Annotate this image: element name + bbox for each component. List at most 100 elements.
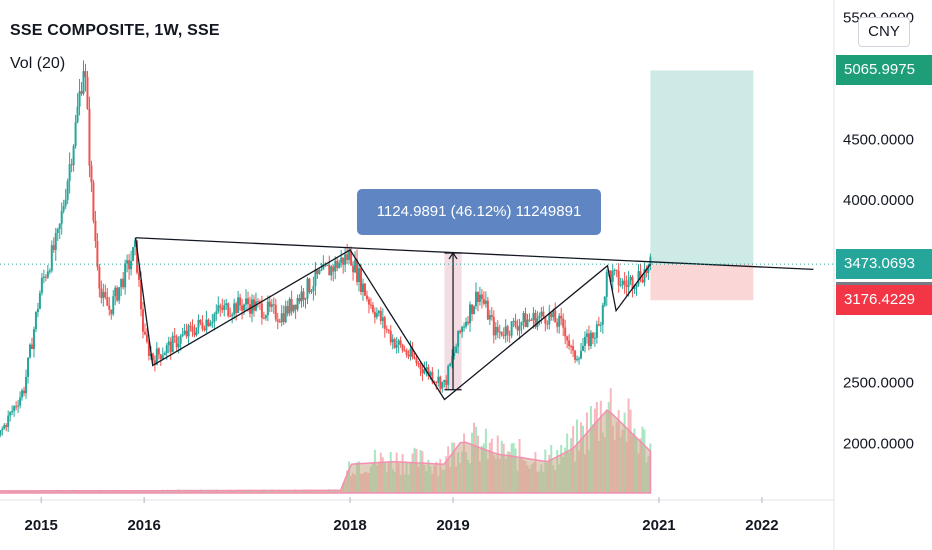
candle-body xyxy=(28,344,31,358)
candle-body xyxy=(270,304,273,307)
candle-body xyxy=(199,319,202,323)
candle-body xyxy=(580,350,583,359)
candle-body xyxy=(197,319,200,328)
candle-body xyxy=(332,266,335,272)
candle-body xyxy=(461,326,464,333)
candle-body xyxy=(3,425,6,429)
candle-body xyxy=(340,257,343,263)
symbol-title[interactable]: SSE COMPOSITE, 1W, SSE xyxy=(10,22,220,39)
candle-body xyxy=(155,348,158,365)
measure-arrow-head xyxy=(448,251,458,260)
candle-body xyxy=(522,313,525,323)
candle-body xyxy=(639,271,642,281)
candle-body xyxy=(274,304,277,320)
candle-body xyxy=(546,323,549,325)
candle-body xyxy=(114,287,117,297)
candle-body xyxy=(371,305,374,312)
candle-body xyxy=(80,91,83,94)
candle-body xyxy=(322,264,325,270)
candle-body xyxy=(74,122,77,147)
candle-body xyxy=(572,346,575,351)
candle-body xyxy=(377,310,380,314)
candles xyxy=(0,60,652,438)
candle-body xyxy=(623,280,626,286)
time-axis[interactable]: 2015 2016 2018 2019 2021 2022 xyxy=(24,497,779,534)
candle-body xyxy=(23,390,26,394)
candle-body xyxy=(381,317,384,321)
candle-body xyxy=(304,298,307,300)
candle-body xyxy=(534,312,537,328)
candle-body xyxy=(645,268,648,273)
candle-body xyxy=(403,350,406,352)
candle-body xyxy=(595,324,598,338)
candle-body xyxy=(282,313,285,323)
candle-body xyxy=(574,350,577,360)
candle-body xyxy=(276,319,279,322)
trend-drawings[interactable] xyxy=(0,237,834,401)
candle-body xyxy=(548,312,551,325)
candle-body xyxy=(516,326,519,331)
candle-body xyxy=(342,257,345,265)
candle-body xyxy=(177,343,180,348)
candle-body xyxy=(314,269,317,287)
candle-body xyxy=(508,334,511,336)
candle-body xyxy=(633,287,636,289)
candle-body xyxy=(367,299,370,305)
candle-body xyxy=(470,304,473,315)
candle-body xyxy=(625,285,628,287)
y-tick-label: 2500.0000 xyxy=(843,374,914,391)
candle-body xyxy=(526,319,529,327)
candle-body xyxy=(120,278,123,288)
candle-body xyxy=(193,332,196,336)
candle-body xyxy=(480,294,483,300)
candle-body xyxy=(429,372,432,376)
candle-body xyxy=(19,397,22,406)
candle-body xyxy=(143,331,146,335)
candle-body xyxy=(171,335,174,353)
candle-body xyxy=(363,283,366,296)
candle-body xyxy=(611,270,614,282)
volume-indicator-label[interactable]: Vol (20) xyxy=(10,55,66,72)
candle-body xyxy=(183,330,186,335)
candle-body xyxy=(62,206,65,211)
candle-body xyxy=(300,291,303,302)
candle-body xyxy=(562,318,565,328)
candle-body xyxy=(294,304,297,310)
candle-body xyxy=(609,270,612,282)
currency-button[interactable]: CNY xyxy=(858,17,910,47)
candle-body xyxy=(389,330,392,343)
candle-body xyxy=(587,333,590,347)
candle-body xyxy=(395,344,398,348)
candle-body xyxy=(70,164,73,166)
candle-body xyxy=(0,430,2,435)
candle-body xyxy=(11,410,14,413)
candle-body xyxy=(369,304,372,306)
candle-body xyxy=(247,298,250,305)
candle-body xyxy=(44,276,47,278)
candle-body xyxy=(235,303,238,314)
candle-body xyxy=(504,326,507,336)
candle-body xyxy=(524,313,527,327)
candle-body xyxy=(165,345,168,354)
candle-body xyxy=(241,305,244,311)
candle-body xyxy=(409,348,412,357)
candle-body xyxy=(132,247,135,261)
candle-body xyxy=(484,300,487,304)
candle-body xyxy=(138,272,141,280)
candle-body xyxy=(104,291,107,298)
candle-body xyxy=(215,311,218,315)
candle-body xyxy=(116,287,119,301)
candle-body xyxy=(518,325,521,331)
candle-body xyxy=(25,376,28,394)
candle-body xyxy=(629,276,632,281)
candle-body xyxy=(229,315,232,317)
target-zone xyxy=(650,70,754,265)
candle-body xyxy=(476,291,479,302)
candle-body xyxy=(581,346,584,351)
candle-body xyxy=(637,271,640,285)
candle-body xyxy=(603,296,606,306)
candle-body xyxy=(36,308,39,313)
candle-body xyxy=(419,363,422,370)
candle-body xyxy=(245,298,248,305)
